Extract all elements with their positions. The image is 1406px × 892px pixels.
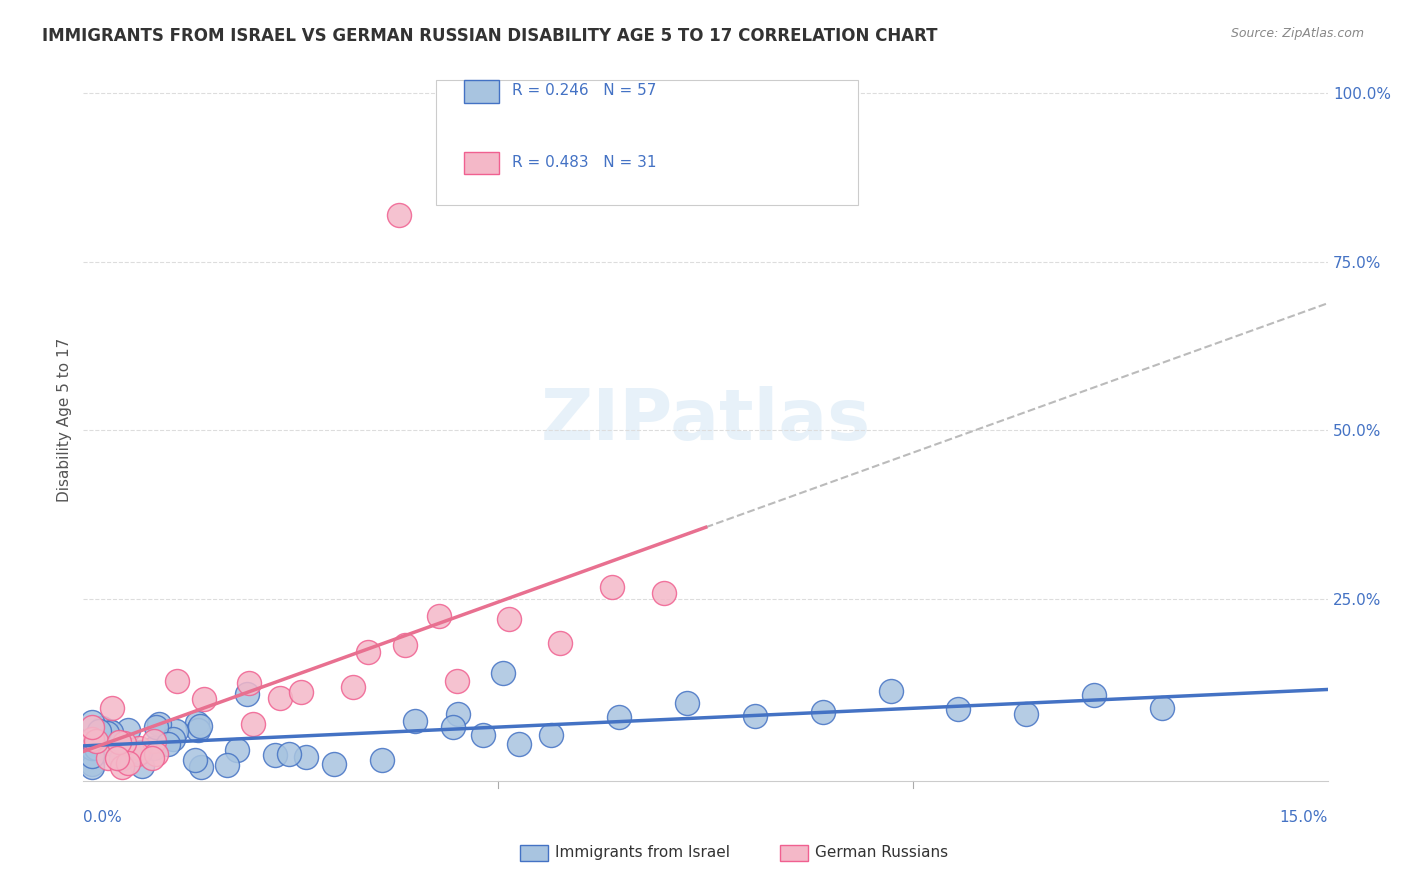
Point — [394, 638, 416, 652]
Point — [80, 756, 103, 771]
Point — [342, 680, 364, 694]
Point — [115, 749, 138, 764]
Point — [290, 685, 312, 699]
Point — [550, 636, 572, 650]
Point — [472, 728, 495, 742]
Point — [93, 736, 115, 750]
Point — [117, 756, 139, 770]
Point — [100, 725, 122, 739]
Point — [446, 673, 468, 688]
Point — [443, 720, 465, 734]
Point — [141, 751, 163, 765]
Point — [127, 747, 149, 762]
Point — [652, 586, 675, 600]
Point — [879, 684, 901, 698]
Point — [80, 720, 103, 734]
Point — [492, 666, 515, 681]
Point — [184, 753, 207, 767]
Point — [148, 717, 170, 731]
Point — [190, 760, 212, 774]
Text: German Russians: German Russians — [815, 846, 949, 860]
Point — [357, 645, 380, 659]
Point — [131, 759, 153, 773]
Point — [188, 719, 211, 733]
Point — [80, 741, 103, 756]
Point — [108, 735, 131, 749]
Point — [294, 750, 316, 764]
Point — [811, 705, 834, 719]
Text: 0.0%: 0.0% — [83, 810, 122, 825]
Text: R = 0.483   N = 31: R = 0.483 N = 31 — [512, 155, 657, 169]
Point — [142, 740, 165, 755]
Point — [1152, 700, 1174, 714]
Point — [84, 740, 107, 755]
Point — [1083, 688, 1105, 702]
Text: 15.0%: 15.0% — [1279, 810, 1329, 825]
Point — [498, 612, 520, 626]
Point — [97, 724, 120, 739]
Point — [84, 734, 107, 748]
Text: IMMIGRANTS FROM ISRAEL VS GERMAN RUSSIAN DISABILITY AGE 5 TO 17 CORRELATION CHAR: IMMIGRANTS FROM ISRAEL VS GERMAN RUSSIAN… — [42, 27, 938, 45]
Point — [388, 208, 411, 222]
Point — [117, 745, 139, 759]
Point — [143, 733, 166, 747]
Point — [193, 691, 215, 706]
Point — [80, 760, 103, 774]
Point — [162, 731, 184, 746]
Point — [1015, 707, 1038, 722]
Point — [89, 724, 111, 739]
Point — [322, 756, 344, 771]
Point — [97, 730, 120, 744]
Point — [607, 710, 630, 724]
Point — [427, 608, 450, 623]
Point — [128, 741, 150, 756]
Point — [371, 753, 394, 767]
Point — [80, 714, 103, 729]
Point — [105, 751, 128, 765]
Point — [242, 716, 264, 731]
Point — [129, 745, 152, 759]
Text: Immigrants from Israel: Immigrants from Israel — [555, 846, 730, 860]
Point — [447, 706, 470, 721]
Point — [744, 708, 766, 723]
Point — [676, 696, 699, 710]
Point — [93, 724, 115, 739]
Point — [145, 720, 167, 734]
Point — [165, 723, 187, 738]
Point — [948, 702, 970, 716]
Text: R = 0.246   N = 57: R = 0.246 N = 57 — [512, 84, 657, 98]
Point — [186, 715, 208, 730]
Point — [96, 726, 118, 740]
Point — [508, 738, 530, 752]
Point — [269, 691, 291, 706]
Point — [225, 743, 247, 757]
Point — [111, 760, 134, 774]
Point — [101, 701, 124, 715]
Point — [80, 731, 103, 746]
Point — [187, 723, 209, 737]
Text: ZIPatlas: ZIPatlas — [541, 386, 870, 455]
Point — [145, 747, 167, 762]
Point — [602, 580, 624, 594]
Point — [91, 721, 114, 735]
Point — [115, 741, 138, 756]
Point — [110, 752, 132, 766]
Y-axis label: Disability Age 5 to 17: Disability Age 5 to 17 — [58, 338, 72, 502]
Point — [117, 723, 139, 738]
Point — [404, 714, 426, 729]
Point — [97, 751, 120, 765]
Point — [263, 747, 285, 762]
Point — [238, 676, 260, 690]
Point — [540, 729, 562, 743]
Point — [101, 737, 124, 751]
Point — [166, 674, 188, 689]
Point — [112, 735, 135, 749]
Point — [80, 748, 103, 763]
Point — [215, 758, 238, 772]
Text: Source: ZipAtlas.com: Source: ZipAtlas.com — [1230, 27, 1364, 40]
Point — [157, 737, 180, 751]
Point — [278, 747, 301, 762]
Point — [236, 687, 259, 701]
